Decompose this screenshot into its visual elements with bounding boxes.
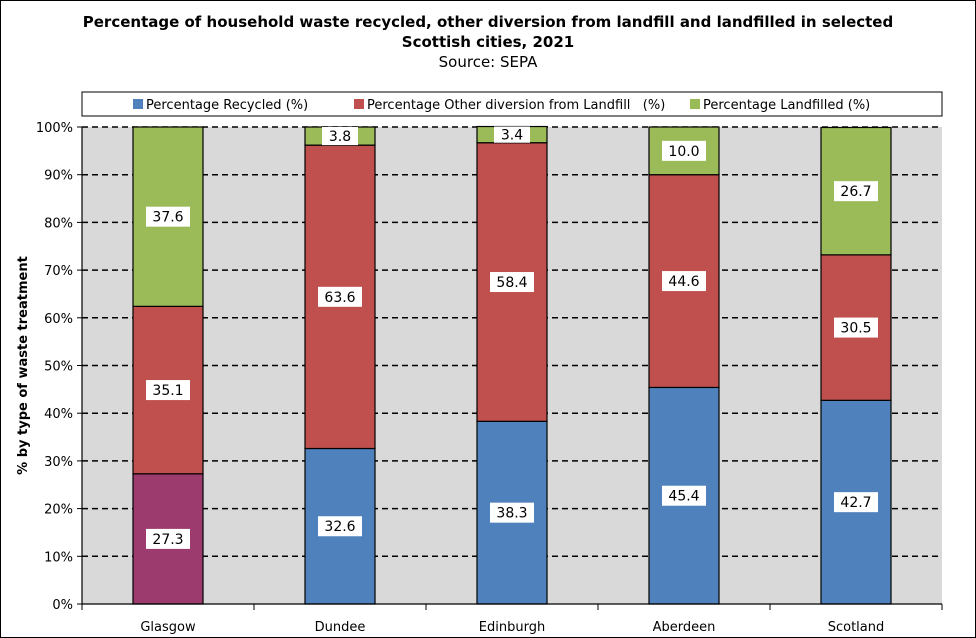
x-category-label: Dundee bbox=[315, 620, 366, 635]
data-label-box bbox=[146, 380, 190, 401]
data-label-box bbox=[834, 181, 878, 202]
y-tick-label: 90% bbox=[44, 169, 73, 184]
data-label: 32.6 bbox=[324, 519, 355, 535]
chart-title: Percentage of household waste recycled, … bbox=[0, 12, 976, 52]
data-label-box bbox=[146, 206, 190, 227]
data-label-box bbox=[490, 272, 534, 293]
data-label: 30.5 bbox=[840, 321, 871, 337]
x-category-label: Aberdeen bbox=[653, 620, 716, 635]
data-label: 27.3 bbox=[152, 532, 183, 548]
chart-title-line1: Percentage of household waste recycled, … bbox=[82, 13, 894, 31]
data-label-box bbox=[662, 140, 706, 161]
data-label-box bbox=[834, 317, 878, 338]
data-label-box bbox=[494, 126, 530, 143]
y-tick-label: 80% bbox=[44, 216, 73, 231]
y-tick-label: 40% bbox=[44, 407, 73, 422]
data-label: 58.4 bbox=[496, 275, 527, 291]
legend-box bbox=[81, 91, 943, 117]
chart-subtitle: Source: SEPA bbox=[438, 53, 538, 71]
data-label: 45.4 bbox=[668, 489, 699, 505]
data-label-box bbox=[146, 528, 190, 549]
data-label-box bbox=[322, 127, 358, 146]
data-label: 10.0 bbox=[668, 144, 699, 160]
data-label: 63.6 bbox=[324, 290, 355, 306]
x-category-label: Glasgow bbox=[140, 620, 196, 635]
y-tick-label: 50% bbox=[44, 360, 73, 375]
x-category-label: Edinburgh bbox=[479, 620, 545, 635]
data-label: 38.3 bbox=[496, 506, 527, 522]
legend-label: Percentage Recycled (%) bbox=[146, 98, 308, 113]
data-label: 3.8 bbox=[329, 129, 351, 145]
data-label: 37.6 bbox=[152, 210, 183, 226]
data-label: 35.1 bbox=[152, 383, 183, 399]
legend-label: Percentage Landfilled (%) bbox=[703, 98, 870, 113]
y-tick-label: 30% bbox=[44, 455, 73, 470]
data-label: 42.7 bbox=[840, 495, 871, 511]
data-label: 26.7 bbox=[840, 184, 871, 200]
y-tick-label: 60% bbox=[44, 312, 73, 327]
y-axis-label: % by type of waste treatment bbox=[16, 256, 31, 475]
y-tick-label: 0% bbox=[52, 598, 73, 613]
legend-swatch bbox=[690, 99, 700, 109]
data-label-box bbox=[662, 271, 706, 292]
data-label: 3.4 bbox=[501, 128, 523, 144]
data-label: 44.6 bbox=[668, 274, 699, 290]
y-tick-label: 10% bbox=[44, 550, 73, 565]
y-tick-label: 20% bbox=[44, 503, 73, 518]
data-label-box bbox=[318, 286, 362, 307]
data-label-box bbox=[834, 492, 878, 513]
x-category-label: Scotland bbox=[828, 620, 885, 635]
legend-label: Percentage Other diversion from Landfill… bbox=[367, 98, 665, 113]
y-tick-label: 100% bbox=[36, 121, 73, 136]
data-label-box bbox=[490, 502, 534, 523]
data-label-box bbox=[662, 485, 706, 506]
y-tick-label: 70% bbox=[44, 264, 73, 279]
legend-swatch bbox=[133, 99, 143, 109]
legend-swatch bbox=[354, 99, 364, 109]
chart-title-line2: Scottish cities, 2021 bbox=[401, 33, 575, 51]
data-label-box bbox=[318, 516, 362, 537]
